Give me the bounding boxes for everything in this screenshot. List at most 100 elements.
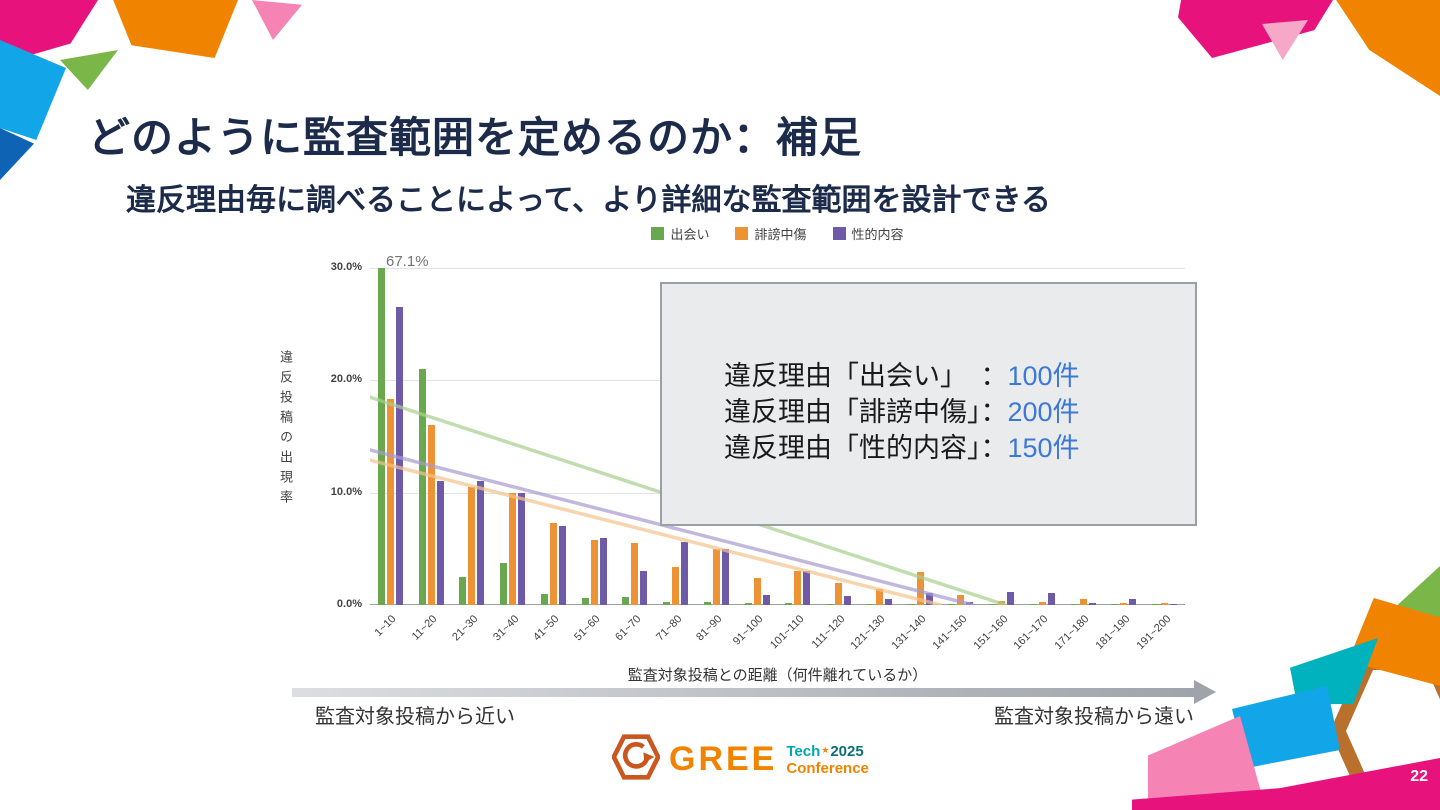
- legend-swatch-hibou: [735, 227, 749, 240]
- annotation-box: 違反理由「出会い」 ：100件 違反理由「誹謗中傷」：200件 違反理由「性的内…: [660, 282, 1197, 526]
- decor-shape-top-left-green: [60, 50, 118, 90]
- legend-label-hibou: 誹謗中傷: [754, 227, 807, 242]
- y-axis-tick-label: 20.0%: [330, 373, 362, 386]
- bar-誹謗中傷-71~80: [672, 566, 680, 605]
- bar-誹謗中傷-41~50: [549, 523, 557, 605]
- gree-logo-subtext: Tech★2025 Conference: [786, 742, 869, 777]
- bar-誹謗中傷-171~180: [1079, 599, 1087, 605]
- bar-性的内容-81~90: [721, 548, 729, 605]
- bar-誹謗中傷-1~10: [386, 399, 394, 605]
- bar-誹謗中傷-81~90: [712, 548, 720, 605]
- bar-性的内容-71~80: [681, 542, 689, 605]
- bar-誹謗中傷-181~190: [1120, 602, 1128, 605]
- annotation-value: 100件: [1007, 361, 1080, 391]
- logo-year-text: 2025: [830, 743, 864, 760]
- decor-shape-top-right-orange: [1336, 0, 1440, 96]
- distance-arrow-head: [1194, 680, 1216, 704]
- legend-label-deai: 出会い: [670, 227, 710, 242]
- bar-性的内容-191~200: [1170, 603, 1178, 605]
- bar-出会い-21~30: [459, 576, 467, 605]
- bar-誹謗中傷-51~60: [590, 539, 598, 605]
- bar-性的内容-171~180: [1088, 602, 1096, 605]
- bar-誹謗中傷-141~150: [957, 594, 965, 605]
- bar-誹謗中傷-31~40: [509, 492, 517, 605]
- bar-出会い-101~110: [785, 602, 793, 605]
- bar-出会い-81~90: [703, 601, 711, 605]
- distance-arrow-bar: [292, 688, 1194, 697]
- bar-性的内容-11~20: [436, 481, 444, 605]
- bar-出会い-11~20: [418, 369, 426, 605]
- bar-誹謗中傷-131~140: [916, 572, 924, 605]
- bar-誹謗中傷-121~130: [875, 589, 883, 605]
- bar-性的内容-21~30: [477, 481, 485, 605]
- bar-出会い-131~140: [907, 603, 915, 605]
- page-subtitle: 違反理由毎に調べることによって、より詳細な監査範囲を設計できる: [126, 183, 1051, 217]
- peak-value-annotation: 67.1%: [386, 253, 429, 270]
- distance-far-label: 監査対象投稿から遠い: [994, 706, 1194, 728]
- y-axis-tick-label: 30.0%: [330, 261, 362, 273]
- bar-性的内容-121~130: [884, 599, 892, 605]
- bar-性的内容-41~50: [558, 526, 566, 605]
- bar-出会い-61~70: [622, 597, 630, 605]
- bar-出会い-111~120: [826, 603, 834, 605]
- distance-near-label: 監査対象投稿から近い: [315, 706, 515, 728]
- annotation-value: 150件: [1007, 433, 1080, 463]
- bar-性的内容-131~140: [925, 592, 933, 605]
- legend-item-hibou: 誹謗中傷: [735, 224, 807, 243]
- annotation-label: 違反理由「誹謗中傷」: [724, 397, 981, 427]
- annotation-row-hibou: 違反理由「誹謗中傷」：200件: [724, 394, 1195, 430]
- bar-出会い-151~160: [989, 604, 997, 605]
- x-axis-title: 監査対象投稿との距離（何件離れているか）: [627, 667, 928, 684]
- bar-出会い-121~130: [866, 603, 874, 605]
- gree-logo-line1: Tech★2025: [786, 742, 869, 760]
- gree-logo-icon: [611, 733, 661, 786]
- bar-出会い-191~200: [1152, 604, 1160, 605]
- bar-出会い-51~60: [581, 598, 589, 605]
- bar-誹謗中傷-111~120: [835, 582, 843, 605]
- annotation-value: 200件: [1007, 397, 1080, 427]
- bar-出会い-161~170: [1029, 604, 1037, 605]
- bar-性的内容-101~110: [803, 571, 811, 605]
- decor-shape-top-left-blue: [0, 40, 66, 140]
- bar-性的内容-61~70: [640, 571, 648, 605]
- legend-item-deai: 出会い: [651, 224, 709, 243]
- gree-logo: GREE Tech★2025 Conference: [611, 733, 869, 786]
- page-number: 22: [1410, 768, 1428, 785]
- legend-swatch-deai: [651, 227, 665, 240]
- y-axis-tick-label: 0.0%: [336, 598, 362, 610]
- bar-出会い-1~10: [377, 268, 385, 605]
- bar-性的内容-31~40: [518, 492, 526, 605]
- bar-性的内容-91~100: [762, 594, 770, 605]
- gree-logo-wordmark: GREE: [669, 740, 778, 778]
- bar-性的内容-51~60: [599, 537, 607, 605]
- legend-item-seiteki: 性的内容: [832, 224, 904, 243]
- bar-性的内容-181~190: [1129, 599, 1137, 605]
- annotation-label: 違反理由「出会い」: [724, 361, 981, 391]
- annotation-label: 違反理由「性的内容」: [724, 433, 981, 463]
- legend-swatch-seiteki: [832, 227, 846, 240]
- bar-出会い-91~100: [744, 602, 752, 605]
- bar-誹謗中傷-161~170: [1038, 601, 1046, 605]
- bar-出会い-181~190: [1111, 604, 1119, 605]
- annotation-row-seiteki: 違反理由「性的内容」：150件: [724, 430, 1195, 466]
- bar-誹謗中傷-91~100: [753, 578, 761, 605]
- bar-出会い-31~40: [500, 563, 508, 605]
- bar-誹謗中傷-21~30: [468, 487, 476, 605]
- annotation-colon: ：: [980, 433, 1008, 463]
- bar-誹謗中傷-191~200: [1161, 603, 1169, 605]
- legend-label-seiteki: 性的内容: [851, 227, 904, 242]
- bar-性的内容-161~170: [1047, 592, 1055, 605]
- annotation-colon: ：: [980, 397, 1008, 427]
- decor-shape-top-right-magenta: [1178, 0, 1333, 58]
- decor-shape-top-left-orange: [113, 0, 238, 58]
- chart-legend: 出会い 誹謗中傷 性的内容: [370, 224, 1185, 243]
- annotation-colon: ：: [980, 361, 1008, 391]
- page-title: どのように監査範囲を定めるのか：補足: [88, 114, 863, 162]
- gridline-30: [370, 268, 1185, 269]
- logo-tech-text: Tech: [786, 743, 821, 760]
- bar-性的内容-111~120: [844, 596, 852, 605]
- bar-誹謗中傷-11~20: [427, 425, 435, 605]
- bar-性的内容-151~160: [1007, 591, 1015, 605]
- bar-出会い-41~50: [540, 593, 548, 605]
- bar-出会い-141~150: [948, 604, 956, 605]
